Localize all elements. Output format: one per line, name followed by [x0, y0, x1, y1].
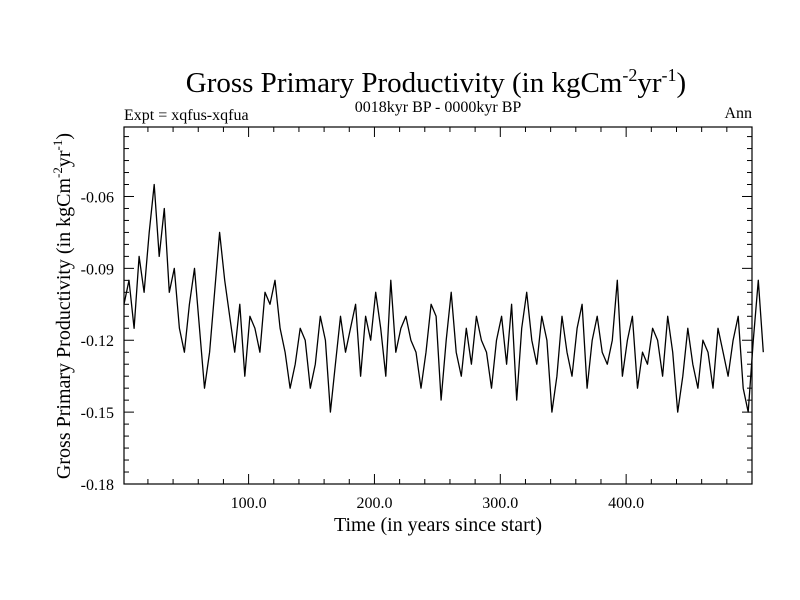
y-axis-label: Gross Primary Productivity (in kgCm-2yr-…	[50, 133, 75, 479]
subtitle-period: 0018kyr BP - 0000kyr BP	[355, 99, 522, 116]
y-tick-label: -0.15	[81, 405, 114, 422]
plot-frame	[123, 126, 753, 485]
y-tick-label: -0.09	[81, 261, 114, 278]
x-tick-label: 300.0	[482, 495, 518, 512]
y-tick-labels: -0.06 -0.09 -0.12 -0.15 -0.18	[81, 189, 114, 494]
y-tick-label: -0.12	[81, 333, 114, 350]
series-line	[123, 183, 764, 413]
y-tick-label: -0.18	[81, 477, 114, 494]
axis-ticks	[124, 127, 752, 485]
x-tick-label: 200.0	[356, 495, 392, 512]
x-tick-labels: 100.0 200.0 300.0 400.0	[231, 495, 645, 512]
x-axis-label: Time (in years since start)	[334, 514, 542, 536]
x-tick-label: 100.0	[231, 495, 267, 512]
chart-title: Gross Primary Productivity (in kgCm-2yr-…	[186, 65, 686, 99]
subtitle-experiment: Expt = xqfus-xqfua	[124, 107, 249, 124]
x-tick-label: 400.0	[608, 495, 644, 512]
y-tick-label: -0.06	[81, 189, 114, 206]
subtitle-season: Ann	[724, 105, 752, 122]
